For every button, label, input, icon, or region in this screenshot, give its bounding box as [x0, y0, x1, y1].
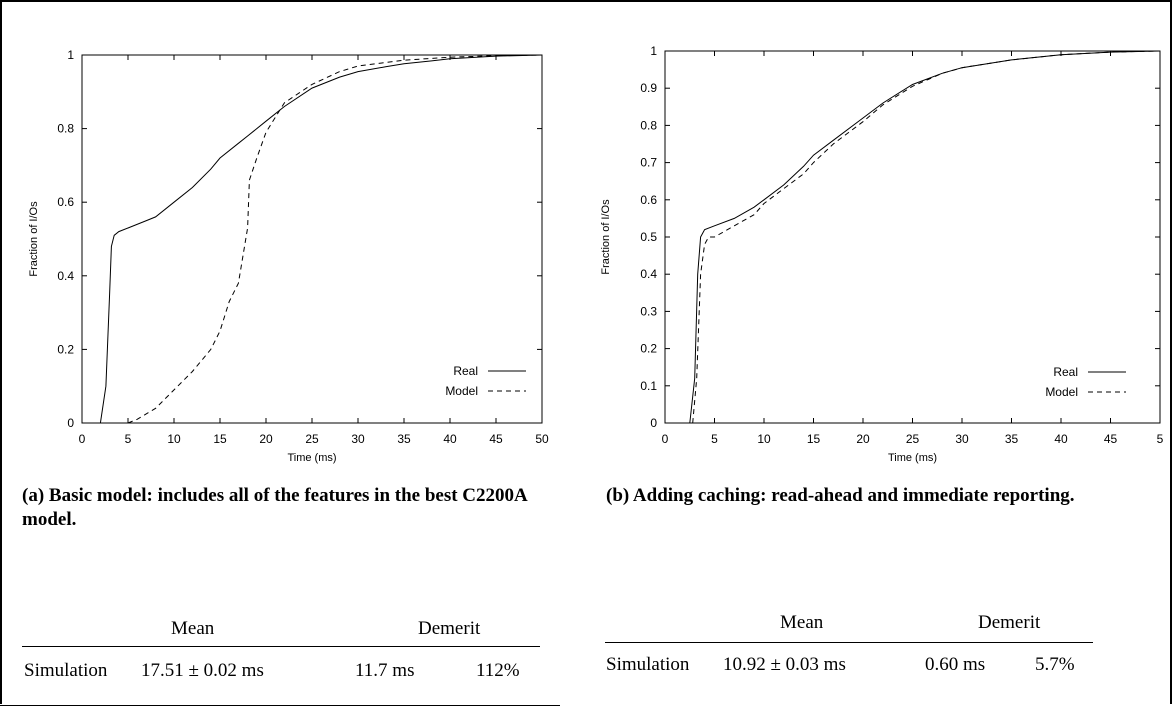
- y-tick-label: 0.8: [57, 122, 74, 136]
- x-tick-label: 0: [662, 432, 669, 446]
- legend-label: Model: [1045, 385, 1078, 399]
- y-tick-label: 0.5: [640, 230, 657, 244]
- y-tick-label: 0.6: [640, 193, 657, 207]
- series-line-model: [127, 54, 543, 424]
- y-tick-label: 0.7: [640, 156, 657, 170]
- x-tick-label: 20: [856, 432, 870, 446]
- x-tick-label: 10: [167, 432, 181, 446]
- y-tick-label: 1: [650, 44, 657, 58]
- y-tick-label: 0.6: [57, 195, 74, 209]
- x-tick-label: 15: [807, 432, 821, 446]
- legend-label: Model: [445, 384, 478, 398]
- y-tick-label: 0.3: [640, 304, 657, 318]
- table-rule: [605, 642, 1093, 643]
- mean-value: 17.51 ± 0.02 ms: [141, 660, 264, 681]
- row-label: Simulation: [24, 660, 108, 681]
- x-axis-label: Time (ms): [287, 452, 336, 464]
- y-tick-label: 0.4: [640, 267, 657, 281]
- demerit-ms: 0.60 ms: [925, 654, 986, 675]
- caption-a: (a) Basic model: includes all of the fea…: [22, 485, 527, 530]
- y-axis-label: Fraction of I/Os: [600, 199, 612, 275]
- y-tick-label: 0.2: [57, 342, 74, 356]
- x-tick-label: 50: [535, 432, 549, 446]
- chart-a: 0 5 10 15 20 25 30 35 40 45 50 0 0.2 0.4 0.6 0.8 1 Time (…: [28, 48, 549, 464]
- x-tick-label: 30: [955, 432, 969, 446]
- demerit-ms: 11.7 ms: [355, 660, 415, 681]
- x-tick-label: 5: [125, 432, 132, 446]
- x-tick-label: 45: [489, 432, 503, 446]
- x-tick-label: 5: [1157, 432, 1164, 446]
- x-tick-label: 45: [1104, 432, 1118, 446]
- frame-bottom-rule: [0, 705, 560, 706]
- y-tick-label: 0: [67, 416, 74, 430]
- x-tick-label: 0: [79, 432, 86, 446]
- x-tick-label: 15: [213, 432, 227, 446]
- mean-value: 10.92 ± 0.03 ms: [723, 654, 846, 675]
- chart-b: 0 5 10 15 20 25 30 35 40 45 500.10.20.30.40.50.60.…: [600, 44, 1164, 464]
- series-line-real: [99, 54, 543, 424]
- demerit-pct: 112%: [476, 660, 520, 681]
- legend-label: Real: [453, 364, 478, 378]
- caption-b: (b) Adding caching: read-ahead and immed…: [606, 485, 1075, 506]
- plot-area: [664, 50, 1161, 424]
- legend-label: Real: [1053, 365, 1078, 379]
- y-tick-label: 0.2: [640, 342, 657, 356]
- header-mean: Mean: [171, 618, 215, 639]
- series-line-model: [692, 50, 1161, 424]
- x-tick-label: 40: [1054, 432, 1068, 446]
- x-tick-label: 25: [305, 432, 319, 446]
- x-tick-label: 30: [351, 432, 365, 446]
- table-rule: [22, 646, 540, 647]
- header-mean: Mean: [780, 612, 824, 633]
- x-tick-label: 25: [906, 432, 920, 446]
- x-tick-label: 5: [711, 432, 718, 446]
- series-line-real: [689, 50, 1161, 424]
- y-tick-label: 1: [67, 48, 74, 62]
- y-tick-label: 0.4: [57, 269, 74, 283]
- y-axis-label: Fraction of I/Os: [28, 201, 40, 277]
- x-tick-label: 40: [443, 432, 457, 446]
- row-label: Simulation: [606, 654, 690, 675]
- y-tick-label: 0.1: [640, 379, 657, 393]
- y-tick-label: 0.9: [640, 81, 657, 95]
- x-tick-label: 35: [1005, 432, 1019, 446]
- header-demerit: Demerit: [418, 618, 481, 639]
- y-tick-label: 0: [650, 416, 657, 430]
- x-tick-label: 20: [259, 432, 273, 446]
- x-axis-label: Time (ms): [888, 452, 937, 464]
- y-tick-label: 0.8: [640, 118, 657, 132]
- demerit-pct: 5.7%: [1035, 654, 1075, 675]
- x-tick-label: 10: [757, 432, 771, 446]
- header-demerit: Demerit: [978, 612, 1041, 633]
- x-tick-label: 35: [397, 432, 411, 446]
